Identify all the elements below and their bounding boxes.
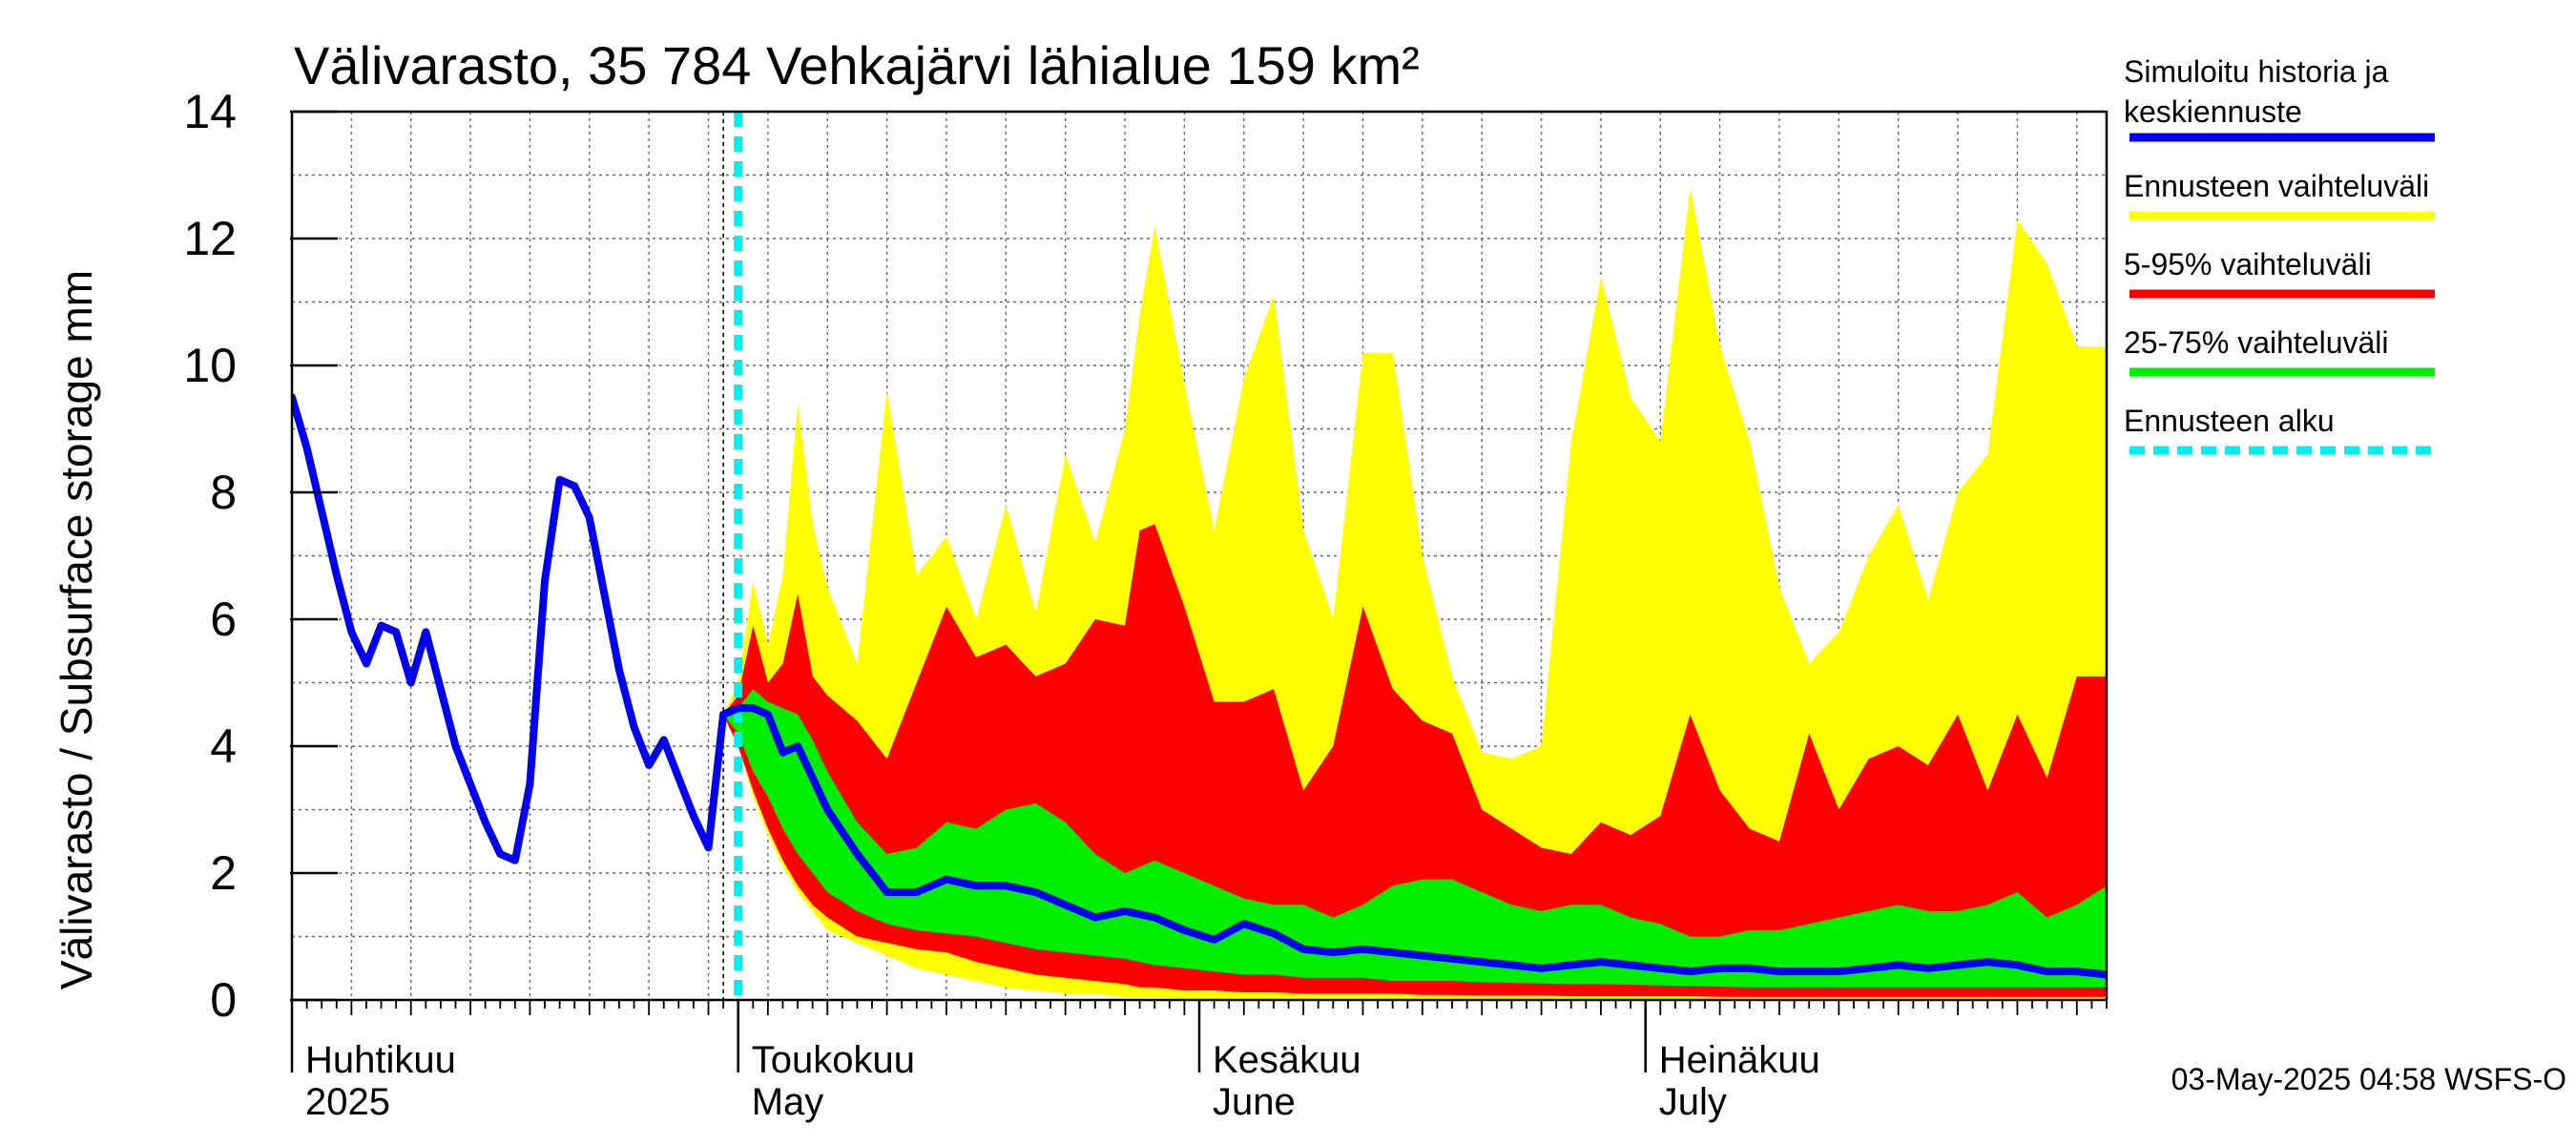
chart-title: Välivarasto, 35 784 Vehkajärvi lähialue … xyxy=(294,35,1420,95)
y-tick-label: 10 xyxy=(183,339,237,392)
month-label-secondary: 2025 xyxy=(305,1081,390,1123)
legend-label: Ennusteen vaihteluväli xyxy=(2124,169,2429,203)
median-series-line xyxy=(292,393,2107,979)
y-tick-label: 14 xyxy=(183,85,237,138)
month-label-secondary: May xyxy=(752,1081,824,1123)
month-label: Toukokuu xyxy=(752,1039,915,1081)
legend-label: 5-95% vaihteluväli xyxy=(2124,247,2372,281)
y-tick-label: 12 xyxy=(183,212,237,265)
band-25-75 xyxy=(723,689,2107,988)
legend-label: 25-75% vaihteluväli xyxy=(2124,325,2389,360)
legend: Simuloitu historia ja keskiennuste Ennuste… xyxy=(2124,54,2435,455)
footer-timestamp: 03-May-2025 04:58 WSFS-O xyxy=(2171,1062,2566,1096)
y-tick-label: 4 xyxy=(210,719,237,773)
legend-label: Ennusteen alku xyxy=(2124,404,2335,438)
y-tick-label: 2 xyxy=(210,846,237,900)
month-label: Huhtikuu xyxy=(305,1039,456,1081)
month-label: Kesäkuu xyxy=(1213,1039,1361,1081)
legend-label: Simuloitu historia ja xyxy=(2124,54,2389,89)
y-axis-label: Välivarasto / Subsurface storage mm xyxy=(52,270,101,989)
month-label: Heinäkuu xyxy=(1659,1039,1820,1081)
legend-label-secondary: keskiennuste xyxy=(2124,94,2302,129)
y-tick-label: 8 xyxy=(210,466,237,519)
month-label-secondary: July xyxy=(1659,1081,1727,1123)
y-tick-label: 6 xyxy=(210,593,237,646)
month-label-secondary: June xyxy=(1213,1081,1296,1123)
y-tick-label: 0 xyxy=(210,973,237,1027)
